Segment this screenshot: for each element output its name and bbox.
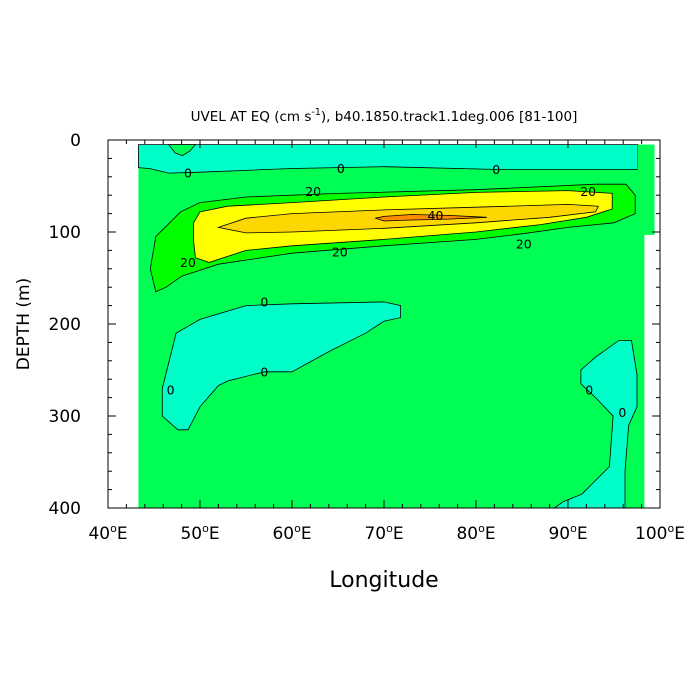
contour-fills <box>137 144 655 509</box>
x-tick-label: 70oE <box>364 522 403 544</box>
contour-label: 20 <box>516 237 532 252</box>
contour-label: 0 <box>492 162 500 177</box>
y-tick-label: 100 <box>49 223 81 243</box>
chart-title: UVEL AT EQ (cm s-1), b40.1850.track1.1de… <box>191 107 578 125</box>
plot-area: 0 0 0 20 20 20 20 20 40 0 0 0 0 0 <box>108 140 660 509</box>
y-axis-label: DEPTH (m) <box>14 278 34 370</box>
contour-label: 20 <box>305 184 321 199</box>
contour-label: 20 <box>332 245 348 260</box>
contour-label: 20 <box>580 184 596 199</box>
contour-label: 0 <box>260 294 268 309</box>
contour-label: 0 <box>337 161 345 176</box>
y-tick-label: 200 <box>49 315 81 335</box>
y-tick-label: 400 <box>49 499 81 519</box>
contour-region-jet-40 <box>374 214 488 222</box>
contour-label: 0 <box>618 405 626 420</box>
contour-labels: 0 0 0 20 20 20 20 20 40 0 0 0 0 0 <box>167 161 627 420</box>
axes: 40oE 50oE 60oE 70oE 80oE 90oE 100oE01002003004… <box>49 131 685 544</box>
contour-region-surface-green-notch <box>167 144 197 157</box>
chart-title-rest: ), b40.1850.track1.1deg.006 [81-100] <box>321 109 578 125</box>
contour-label: 0 <box>167 383 175 398</box>
x-tick-label: 100oE <box>635 522 685 544</box>
x-tick-label: 50oE <box>180 522 219 544</box>
x-tick-label: 90oE <box>548 522 587 544</box>
x-tick-label: 40oE <box>88 522 127 544</box>
chart-title-main: UVEL AT EQ (cm s <box>191 109 312 125</box>
contour-region-subsurface-west <box>161 301 402 431</box>
contour-label: 40 <box>428 208 444 223</box>
chart-title-superscript: -1 <box>311 107 320 118</box>
contour-label: 0 <box>184 166 192 181</box>
x-tick-label: 60oE <box>272 522 311 544</box>
x-axis-label: Longitude <box>329 568 438 593</box>
y-tick-label: 300 <box>49 407 81 427</box>
y-tick-label: 0 <box>70 131 81 151</box>
contour-label: 20 <box>180 255 196 270</box>
x-tick-label: 80oE <box>456 522 495 544</box>
contour-region-east-surface-green <box>637 144 655 235</box>
contour-label: 0 <box>585 383 593 398</box>
contour-label: 0 <box>260 364 268 379</box>
